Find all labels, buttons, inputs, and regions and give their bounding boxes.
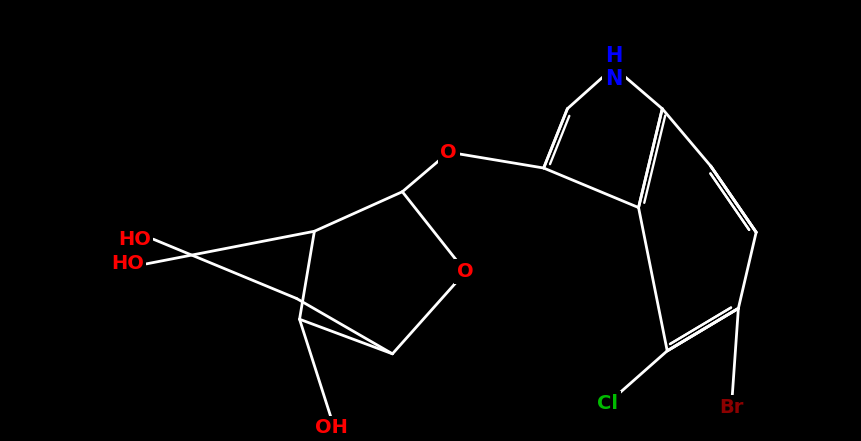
Text: OH: OH (314, 418, 347, 437)
Text: Br: Br (718, 398, 743, 417)
Text: H
N: H N (604, 45, 622, 89)
Text: O: O (456, 262, 474, 281)
Text: O: O (440, 143, 456, 162)
Text: HO: HO (111, 254, 144, 273)
Text: Cl: Cl (597, 394, 617, 413)
Text: HO: HO (118, 230, 152, 249)
